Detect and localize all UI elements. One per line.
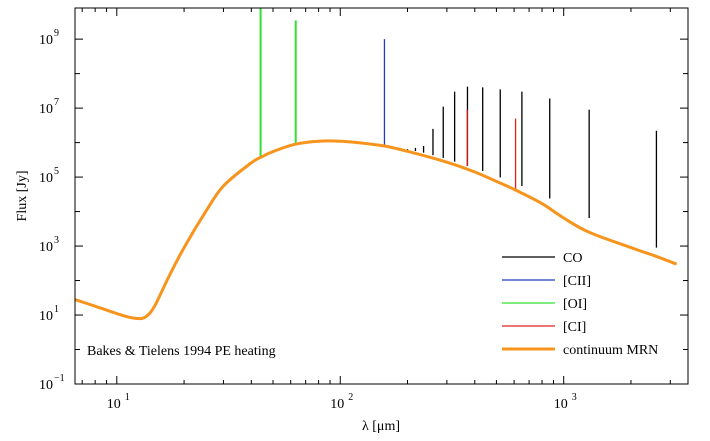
- legend-label: [CI]: [563, 320, 586, 335]
- y-tick-label-exponent: −1: [54, 373, 65, 384]
- y-axis-label: Flux [Jy]: [15, 171, 30, 222]
- x-tick-labels: 10 1 10 2 10 3: [107, 392, 577, 412]
- y-tick-label-exponent: 9: [54, 28, 59, 39]
- x-tick-label-exponent: 2: [348, 392, 353, 403]
- y-tick-label: 10: [39, 309, 53, 324]
- legend-label: CO: [563, 251, 582, 266]
- x-tick-label: 10: [554, 397, 568, 412]
- y-tick-label: 10: [39, 171, 53, 186]
- x-tick-label: 10: [330, 397, 344, 412]
- x-axis-label: λ [μm]: [362, 419, 400, 434]
- legend-label: [CII]: [563, 274, 591, 289]
- y-tick-label: 10: [39, 102, 53, 117]
- y-tick-label-exponent: 7: [54, 97, 59, 108]
- x-tick-label-exponent: 1: [125, 392, 130, 403]
- y-tick-label: 10: [39, 378, 53, 393]
- annotation-text: Bakes & Tielens 1994 PE heating: [87, 344, 276, 359]
- legend-label: continuum MRN: [563, 343, 658, 358]
- series-continuum-curve: [74, 139, 678, 321]
- y-tick-label-exponent: 1: [54, 304, 59, 315]
- x-tick-label-exponent: 3: [572, 392, 577, 403]
- legend-label: [OI]: [563, 297, 587, 312]
- y-tick-label: 10: [39, 33, 53, 48]
- y-tick-label: 10: [39, 240, 53, 255]
- y-tick-label-exponent: 5: [54, 166, 59, 177]
- legend: CO [CII] [OI] [CI] continuum MRN: [502, 251, 658, 358]
- y-tick-label-exponent: 3: [54, 235, 59, 246]
- x-tick-label: 10: [107, 397, 121, 412]
- axis-ticks: [75, 8, 688, 385]
- plot-series-layer: [74, 8, 678, 321]
- plot-frame: [74, 7, 689, 385]
